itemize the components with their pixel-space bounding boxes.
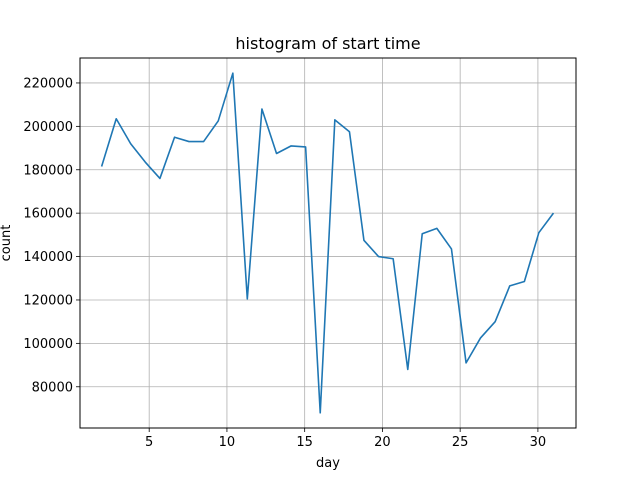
x-axis-ticks: 5 10 15 20 25 30 xyxy=(145,428,546,450)
x-tick-label: 20 xyxy=(374,435,391,450)
y-tick-label: 220000 xyxy=(23,76,73,91)
x-tick-label: 10 xyxy=(219,435,236,450)
series-line xyxy=(100,72,555,414)
x-tick-label: 15 xyxy=(296,435,313,450)
y-tick-label: 160000 xyxy=(23,207,73,222)
y-tick-label: 200000 xyxy=(23,120,73,135)
x-tick-label: 25 xyxy=(452,435,469,450)
series-line-layer xyxy=(100,72,555,414)
y-axis-ticks: 80000 100000 120000 140000 160000 180000 20000… xyxy=(23,76,80,395)
y-tick-label: 140000 xyxy=(23,250,73,265)
y-tick-label: 100000 xyxy=(23,337,73,352)
x-tick-label: 30 xyxy=(530,435,547,450)
y-tick-label: 120000 xyxy=(23,293,73,308)
x-tick-label: 5 xyxy=(145,435,153,450)
plot-frame xyxy=(79,57,577,429)
chart-title: histogram of start time xyxy=(235,34,420,53)
y-tick-label: 80000 xyxy=(32,380,73,395)
y-tick-label: 180000 xyxy=(23,163,73,178)
x-axis-label: day xyxy=(316,456,340,471)
y-axis-label: count xyxy=(0,225,14,262)
